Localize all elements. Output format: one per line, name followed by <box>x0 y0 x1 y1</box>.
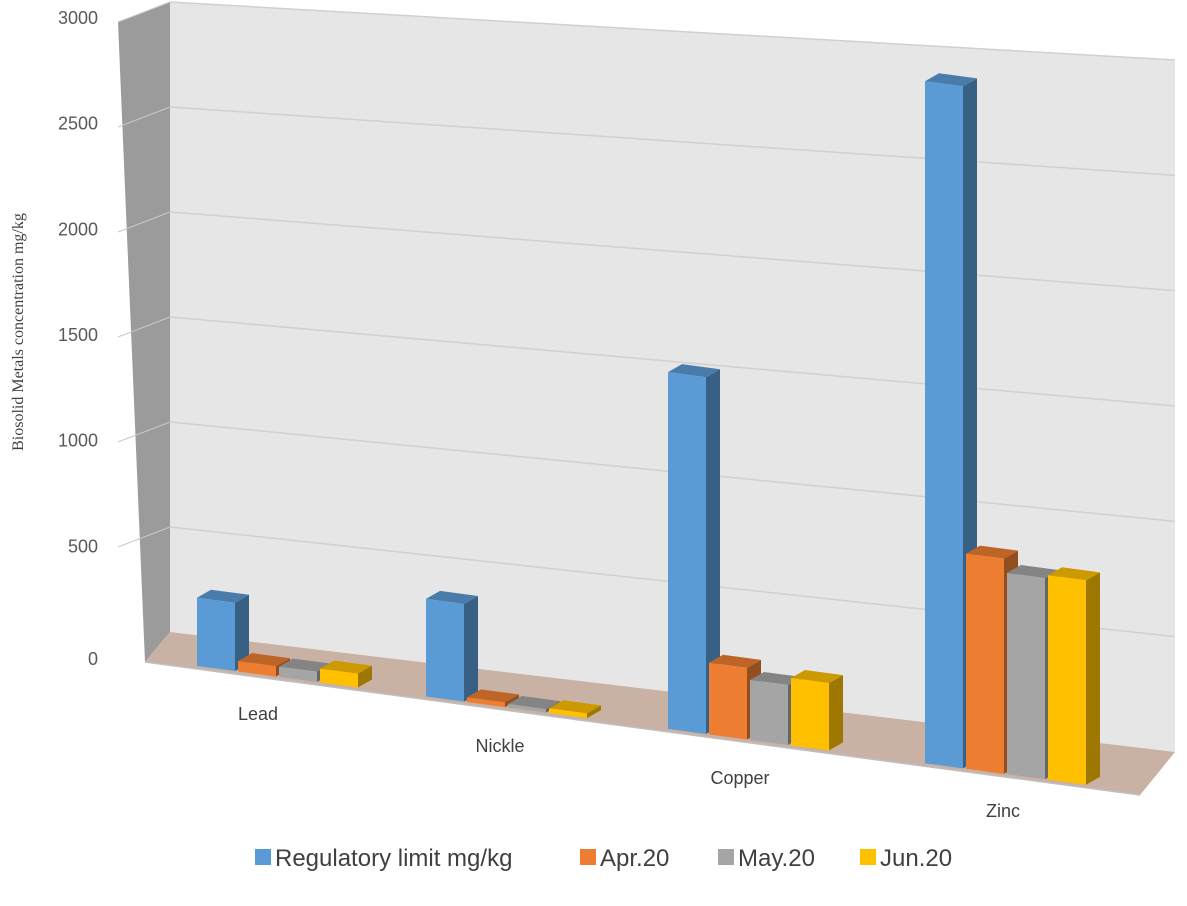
bar-nickle-3 <box>549 700 601 719</box>
bar-front <box>1007 573 1045 780</box>
bar-top <box>238 653 290 667</box>
bar-front <box>750 679 788 745</box>
legend-label: May.20 <box>738 845 815 872</box>
gridline-3 <box>169 316 1176 407</box>
side-gridline-2 <box>117 421 171 443</box>
side-gridline-6 <box>117 1 171 23</box>
legend-item: Jun.20 <box>860 845 952 872</box>
gridline-6 <box>169 1 1176 61</box>
y-tick-label: 3000 <box>58 8 98 28</box>
bar-copper-0 <box>668 364 720 734</box>
y-tick-label: 1500 <box>58 325 98 345</box>
bar-top <box>791 669 843 684</box>
bar-top <box>549 700 601 714</box>
bar-side <box>587 705 601 719</box>
bar-lead-0 <box>197 589 249 672</box>
bar-top <box>750 671 802 686</box>
bar-side <box>464 595 478 702</box>
bar-front <box>925 81 963 769</box>
legend-swatch <box>718 849 734 865</box>
bar-top <box>320 660 372 674</box>
legend-label: Apr.20 <box>600 845 669 872</box>
y-axis-ticks: 0 500 1000 1500 2000 2500 3000 <box>58 8 98 669</box>
bar-top <box>1007 565 1059 579</box>
x-tick-label: Nickle <box>475 736 524 756</box>
bar-front <box>279 666 317 682</box>
left-wall <box>118 2 170 662</box>
bar-front <box>238 661 276 677</box>
bar-top <box>279 658 331 672</box>
bar-top <box>467 689 519 703</box>
bars <box>197 73 1100 785</box>
y-tick-label: 500 <box>68 536 98 556</box>
y-axis-label: Biosolid Metals concentration mg/kg <box>10 213 27 451</box>
bar-top <box>1048 567 1100 581</box>
bar-front <box>791 677 829 751</box>
x-axis-line <box>144 661 1141 796</box>
bar-front <box>966 553 1004 774</box>
bar-front <box>549 708 587 719</box>
legend-label: Regulatory limit mg/kg <box>275 845 512 872</box>
legend-item: May.20 <box>718 845 815 872</box>
y-tick-label: 0 <box>88 649 98 669</box>
x-tick-label: Zinc <box>986 801 1020 821</box>
bar-top <box>668 364 720 378</box>
y-tick-label: 1000 <box>58 431 98 451</box>
bar-front <box>1048 575 1086 785</box>
bar-front <box>197 597 235 672</box>
bar-side <box>1086 572 1100 785</box>
bar-side <box>235 594 249 672</box>
bar-front <box>668 372 706 734</box>
floor-plane <box>145 632 1175 795</box>
bar-nickle-0 <box>426 590 478 702</box>
y-tick-label: 2000 <box>58 219 98 239</box>
side-gridline-1 <box>117 526 171 548</box>
bar-side <box>358 665 372 688</box>
bar-top <box>197 589 249 603</box>
x-tick-label: Copper <box>710 768 769 788</box>
legend: Regulatory limit mg/kg Apr.20 May.20 Jun.20 <box>255 845 952 872</box>
legend-label: Jun.20 <box>880 845 952 872</box>
gridline-4 <box>169 211 1176 292</box>
bar-front <box>426 598 464 702</box>
x-tick-label: Lead <box>238 704 278 724</box>
bar-side <box>829 675 843 751</box>
side-gridline-4 <box>117 211 171 233</box>
gridline-5 <box>169 106 1176 177</box>
chart-floor <box>144 632 1175 796</box>
bar-lead-3 <box>320 660 372 688</box>
bar-front <box>467 697 505 708</box>
legend-swatch <box>580 849 596 865</box>
y-tick-label: 2500 <box>58 114 98 134</box>
bar-copper-3 <box>791 669 843 751</box>
bar-front <box>320 668 358 688</box>
x-axis-ticks: Lead Nickle Copper Zinc <box>238 704 1020 821</box>
side-gridline-3 <box>117 316 171 338</box>
legend-swatch <box>860 849 876 865</box>
bar-top <box>966 545 1018 559</box>
bar-front <box>508 704 546 713</box>
legend-item: Regulatory limit mg/kg <box>255 845 512 872</box>
bar-front <box>709 662 747 740</box>
bar-zinc-3 <box>1048 567 1100 785</box>
bar-top <box>925 73 977 87</box>
bar-top <box>709 654 761 668</box>
legend-swatch <box>255 849 271 865</box>
side-gridline-5 <box>117 106 171 128</box>
legend-item: Apr.20 <box>580 845 669 872</box>
bar-top <box>508 696 560 710</box>
bar-side <box>706 369 720 734</box>
bar-top <box>426 590 478 604</box>
